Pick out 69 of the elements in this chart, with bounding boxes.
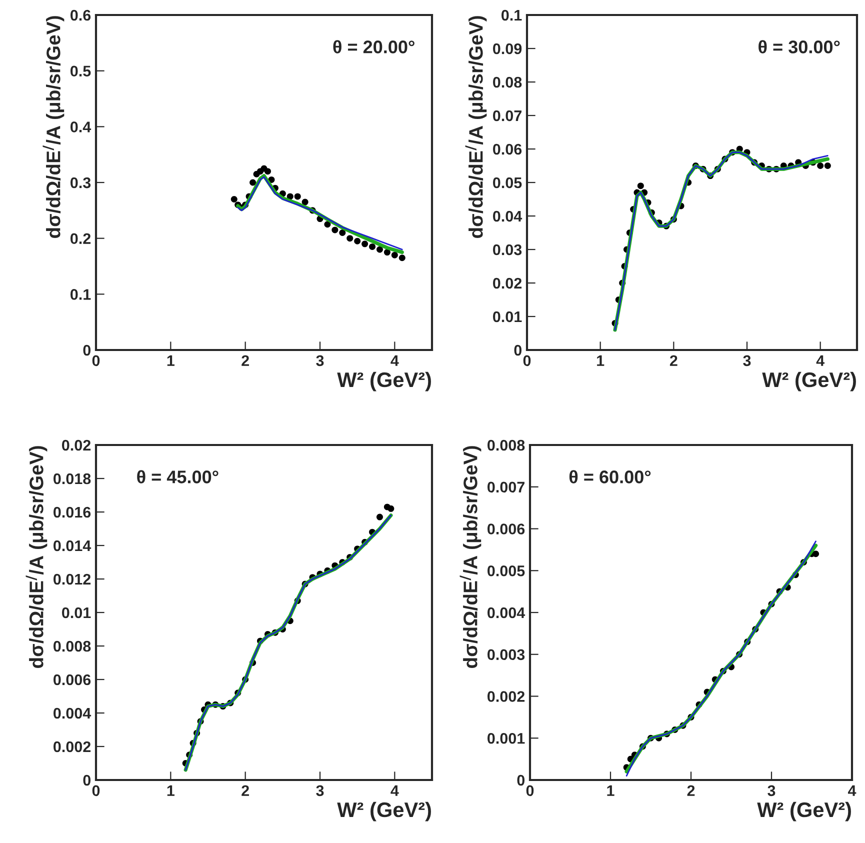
y-tick-label: 0.02 — [493, 278, 522, 289]
x-tick-label: 2 — [670, 355, 678, 366]
y-tick-label: 0.018 — [54, 473, 91, 484]
x-tick-label: 0 — [92, 785, 100, 796]
y-tick-label: 0.007 — [488, 482, 524, 493]
y-tick-label: 0.06 — [493, 144, 522, 155]
y-tick-label: 0.6 — [70, 10, 91, 21]
y-tick-label: 0.01 — [62, 607, 91, 618]
y-tick-label: 0.4 — [70, 122, 92, 132]
annotation: θ = 60.00° — [569, 470, 651, 484]
annotation: θ = 20.00° — [333, 40, 414, 54]
y-tick-label: 0.014 — [54, 540, 92, 552]
y-tick-label: 0.04 — [493, 210, 522, 222]
y-tick-label: 0.006 — [54, 674, 91, 686]
y-tick-label: 0.02 — [62, 440, 91, 451]
annotation: θ = 30.00° — [758, 40, 840, 54]
x-tick-label: 2 — [242, 355, 249, 366]
x-tick-label: 4 — [848, 785, 856, 796]
y-tick-label: 0.008 — [54, 640, 91, 652]
y-tick-label: 0.1 — [70, 289, 91, 300]
y-tick-label: 0 — [83, 774, 91, 786]
y-tick-label: 0.2 — [70, 233, 91, 244]
y-tick-label: 0 — [83, 344, 91, 356]
y-tick-label: 0.004 — [488, 607, 526, 618]
y-tick-label: 0.09 — [493, 43, 522, 54]
y-axis-title: dσ/dΩ/dE$^{/}$/A (μb/sr/GeV) — [26, 446, 48, 668]
x-tick-label: 3 — [316, 355, 324, 366]
y-tick-label: 0 — [517, 774, 525, 786]
x-axis-title: W² (GeV²) — [762, 372, 856, 392]
x-tick-label: 3 — [316, 785, 324, 796]
y-tick-label: 0.5 — [70, 66, 91, 77]
y-axis-title: dσ/dΩ/dE$^{/}$/A (μb/sr/GeV) — [460, 446, 482, 668]
y-tick-label: 0.005 — [488, 565, 525, 576]
y-tick-label: 0.012 — [54, 574, 91, 585]
x-tick-label: 2 — [242, 785, 249, 796]
y-tick-label: 0.01 — [493, 311, 522, 322]
y-tick-label: 0.006 — [488, 524, 525, 534]
x-tick-label: 3 — [768, 785, 776, 796]
x-tick-label: 1 — [167, 355, 174, 366]
y-tick-label: 0.002 — [54, 741, 91, 752]
x-tick-label: 1 — [607, 785, 614, 796]
y-axis-title: dσ/dΩ/dE$^{/}$/A (μb/sr/GeV) — [42, 16, 64, 238]
y-tick-label: 0.03 — [493, 244, 522, 256]
y-tick-label: 0.002 — [488, 691, 525, 702]
x-tick-label: 1 — [597, 355, 604, 366]
x-tick-label: 0 — [92, 355, 100, 366]
y-tick-label: 0.07 — [493, 110, 522, 122]
y-tick-label: 0 — [514, 344, 522, 356]
y-tick-label: 0.001 — [488, 732, 525, 744]
x-tick-label: 1 — [167, 785, 174, 796]
y-tick-label: 0.08 — [493, 76, 522, 88]
y-tick-label: 0.008 — [488, 440, 525, 451]
y-tick-label: 0.1 — [502, 10, 522, 21]
x-tick-label: 4 — [816, 355, 824, 366]
y-tick-label: 0.016 — [54, 506, 91, 518]
x-tick-label: 0 — [526, 785, 534, 796]
y-tick-label: 0.003 — [488, 649, 525, 660]
y-tick-label: 0.004 — [54, 708, 92, 719]
x-tick-label: 4 — [390, 355, 399, 366]
x-axis-title: W² (GeV²) — [757, 802, 851, 822]
y-axis-title: dσ/dΩ/dE$^{/}$/A (μb/sr/GeV) — [465, 16, 487, 238]
x-tick-label: 3 — [743, 355, 751, 366]
y-tick-label: 0.3 — [70, 177, 91, 188]
x-tick-label: 4 — [390, 785, 399, 796]
y-tick-label: 0.05 — [493, 177, 522, 188]
annotation: θ = 45.00° — [137, 470, 218, 484]
x-axis-title: W² (GeV²) — [337, 372, 431, 392]
x-tick-label: 2 — [687, 785, 695, 796]
x-axis-title: W² (GeV²) — [337, 802, 431, 822]
